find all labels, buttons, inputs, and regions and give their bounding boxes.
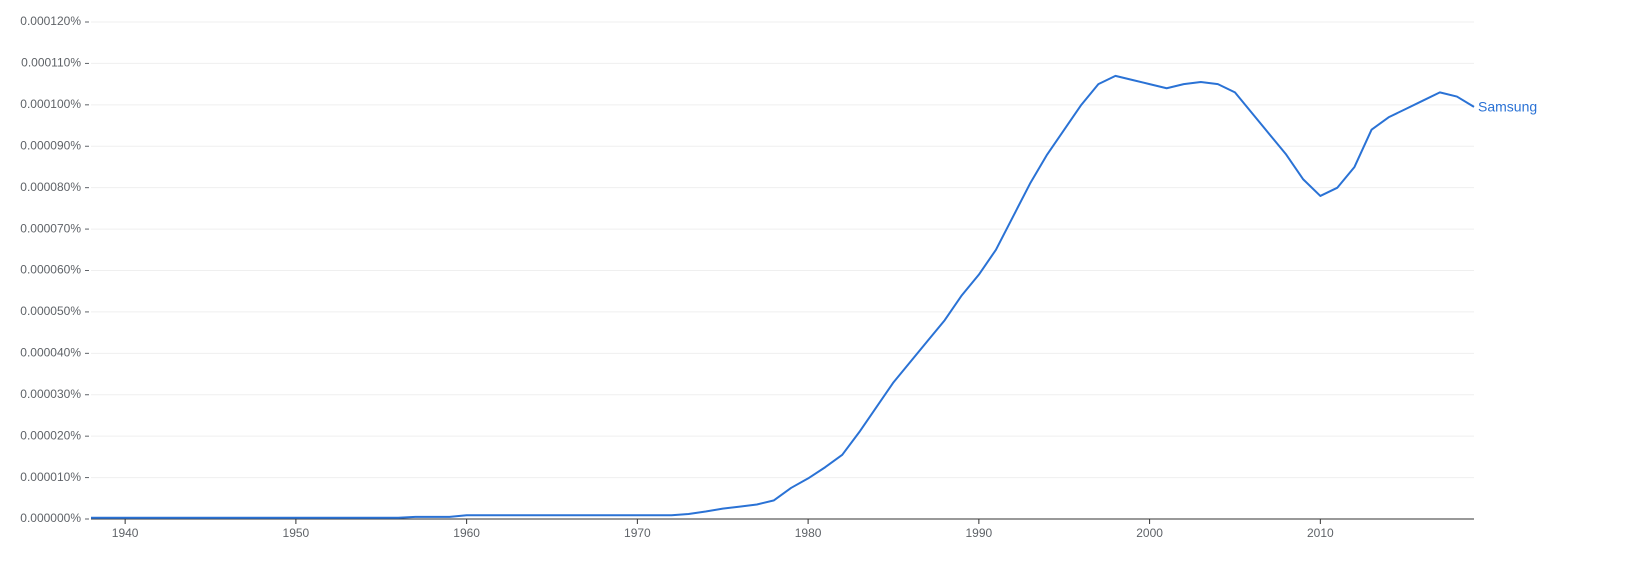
y-tick-label: 0.000090% [20, 138, 81, 152]
y-tick-label: 0.000070% [20, 221, 81, 235]
y-tick-label: 0.000100% [20, 97, 81, 111]
x-tick-label: 1980 [795, 526, 822, 540]
y-tick-label: 0.000060% [20, 263, 81, 277]
x-tick-label: 2000 [1136, 526, 1163, 540]
y-tick-label: 0.000040% [20, 346, 81, 360]
x-tick-label: 1960 [453, 526, 480, 540]
y-tick-label: 0.000080% [20, 180, 81, 194]
x-tick-label: 1990 [966, 526, 993, 540]
x-tick-label: 1950 [283, 526, 310, 540]
y-tick-label: 0.000000% [20, 511, 81, 525]
x-tick-label: 2010 [1307, 526, 1334, 540]
y-tick-label: 0.000010% [20, 470, 81, 484]
x-tick-label: 1940 [112, 526, 139, 540]
series-label: Samsung [1478, 99, 1537, 115]
y-tick-label: 0.000030% [20, 387, 81, 401]
y-tick-label: 0.000110% [21, 56, 81, 70]
x-tick-label: 1970 [624, 526, 651, 540]
y-tick-label: 0.000050% [20, 304, 81, 318]
y-tick-label: 0.000020% [20, 428, 81, 442]
y-tick-label: 0.000120% [20, 14, 81, 28]
series-line [91, 74, 1475, 519]
